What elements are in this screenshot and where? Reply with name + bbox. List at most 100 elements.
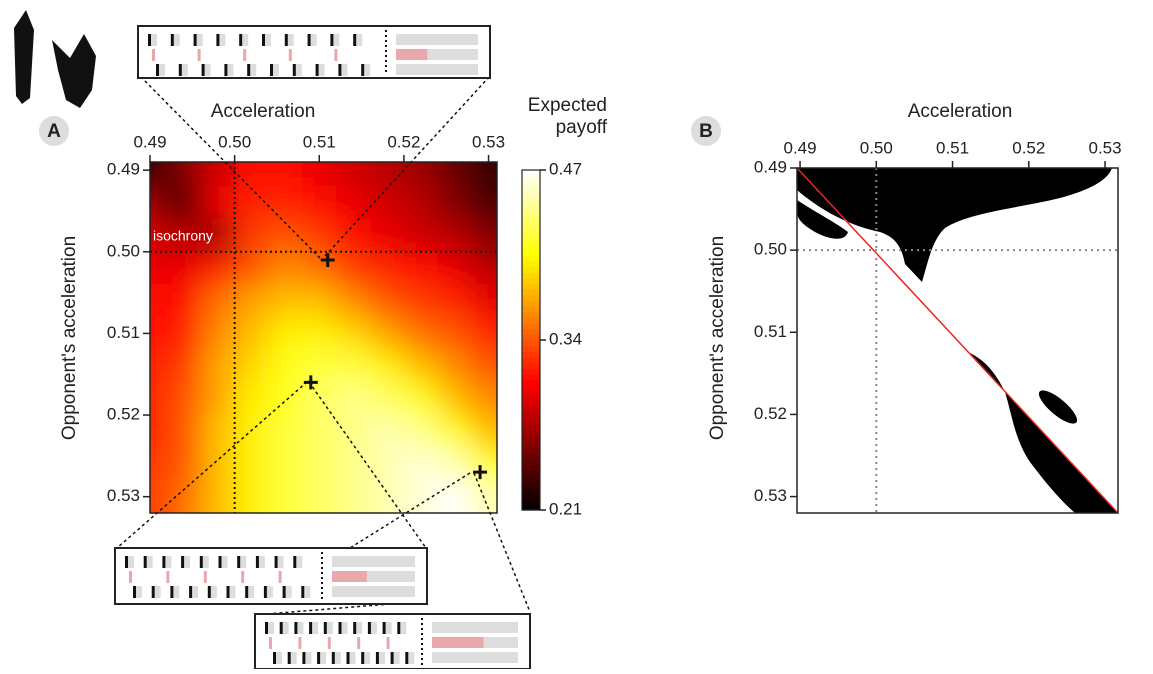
inset-beat xyxy=(338,64,342,76)
inset-grey xyxy=(282,622,289,634)
heat-cell xyxy=(370,480,405,513)
inset-grey xyxy=(276,652,282,664)
inset-grey xyxy=(219,34,226,46)
inset-grey xyxy=(196,34,203,46)
inset-beat xyxy=(382,622,386,634)
inset-grey xyxy=(400,622,407,634)
inset-grey xyxy=(242,34,249,46)
inset-beat xyxy=(284,34,288,46)
colorbar-step xyxy=(522,374,540,381)
inset-beat xyxy=(156,64,159,76)
inset-grey xyxy=(370,622,377,634)
inset-beat xyxy=(265,622,268,634)
inset-beat xyxy=(216,34,220,46)
colorbar-step xyxy=(522,385,540,392)
colorbar-step xyxy=(522,192,540,199)
inset-grey xyxy=(210,586,217,598)
heat-cell xyxy=(166,186,202,220)
inset-beat xyxy=(317,652,321,664)
heat-cell xyxy=(234,162,269,187)
heat-cell xyxy=(166,251,202,285)
colorbar-step xyxy=(522,249,540,256)
inset-beat xyxy=(245,586,249,598)
colorbar-step xyxy=(522,425,540,432)
inset-bar xyxy=(432,622,518,633)
inset-beat xyxy=(287,652,291,664)
heat-cell xyxy=(150,186,168,220)
heat-cell xyxy=(234,415,269,449)
colorbar-step xyxy=(522,266,540,273)
inset-grey xyxy=(173,586,180,598)
colorbar-step xyxy=(522,442,540,449)
inset-beat xyxy=(390,652,394,664)
inset-grey xyxy=(320,652,327,664)
colorbar-step xyxy=(522,345,540,352)
heat-cell xyxy=(268,317,303,351)
heat-cell xyxy=(150,251,168,285)
inset-grey xyxy=(221,556,228,568)
inset-grey xyxy=(268,622,274,634)
heat-cell xyxy=(403,251,439,285)
plot-frame xyxy=(796,167,1119,514)
colorbar-step xyxy=(522,300,540,307)
inset-pink xyxy=(357,637,361,649)
heat-cell xyxy=(268,251,303,285)
inset-bar-pink xyxy=(396,49,428,60)
inset-grey xyxy=(287,34,294,46)
inset-grey xyxy=(385,622,392,634)
inset-grey xyxy=(192,586,199,598)
heat-cell xyxy=(437,317,473,351)
inset-beat xyxy=(274,556,278,568)
panel-label: A B xyxy=(39,116,721,146)
inset-grey xyxy=(408,652,415,664)
inset-grey xyxy=(250,64,257,76)
heat-cell xyxy=(370,284,405,318)
heat-cell xyxy=(150,284,168,318)
heat-cell xyxy=(166,284,202,318)
inset-beat xyxy=(367,622,371,634)
inset-beat xyxy=(125,556,128,568)
y-tick-label: 0.51 xyxy=(107,323,140,342)
heat-cell xyxy=(166,219,202,253)
inset-pink xyxy=(278,571,282,583)
inset-pink xyxy=(152,49,155,61)
colorbar-step xyxy=(522,232,540,239)
colorbar-step xyxy=(522,334,540,341)
x-axis-label: Acceleration xyxy=(211,101,316,122)
heat-cell xyxy=(336,162,371,187)
inset-beat xyxy=(181,556,185,568)
colorbar-step xyxy=(522,209,540,216)
colorbar-step xyxy=(522,362,540,369)
inset-grey xyxy=(364,64,371,76)
inset-grey xyxy=(296,556,303,568)
inset-grey xyxy=(265,34,271,46)
heat-cell xyxy=(437,219,473,253)
inset-beat xyxy=(226,586,230,598)
inset-grey xyxy=(295,64,302,76)
annotation: isochrony xyxy=(153,228,213,244)
inset-bar xyxy=(396,49,478,60)
heat-cell xyxy=(471,415,497,449)
inset-grey xyxy=(184,556,191,568)
inset-beat xyxy=(301,586,305,598)
inset-pink xyxy=(129,571,132,583)
heat-cell xyxy=(471,186,497,220)
heat-cell xyxy=(302,382,337,416)
diagonal xyxy=(796,167,1119,514)
heat-cell xyxy=(471,382,497,416)
colorbar-step xyxy=(522,170,540,177)
inset-beat xyxy=(353,622,357,634)
heat-cell xyxy=(437,415,473,449)
inset-bar-pink xyxy=(332,571,367,582)
inset-beat xyxy=(170,586,174,598)
inset-grey xyxy=(202,556,209,568)
heat-cell xyxy=(200,349,236,383)
colorbar-step xyxy=(522,260,540,267)
inset-beat xyxy=(247,64,251,76)
colorbar-step xyxy=(522,187,540,194)
inset-beat xyxy=(273,652,276,664)
heat-cell xyxy=(302,162,337,187)
x-tick-label: 0.49 xyxy=(784,138,817,157)
inset-grey xyxy=(277,556,284,568)
heat-cell xyxy=(166,415,202,449)
